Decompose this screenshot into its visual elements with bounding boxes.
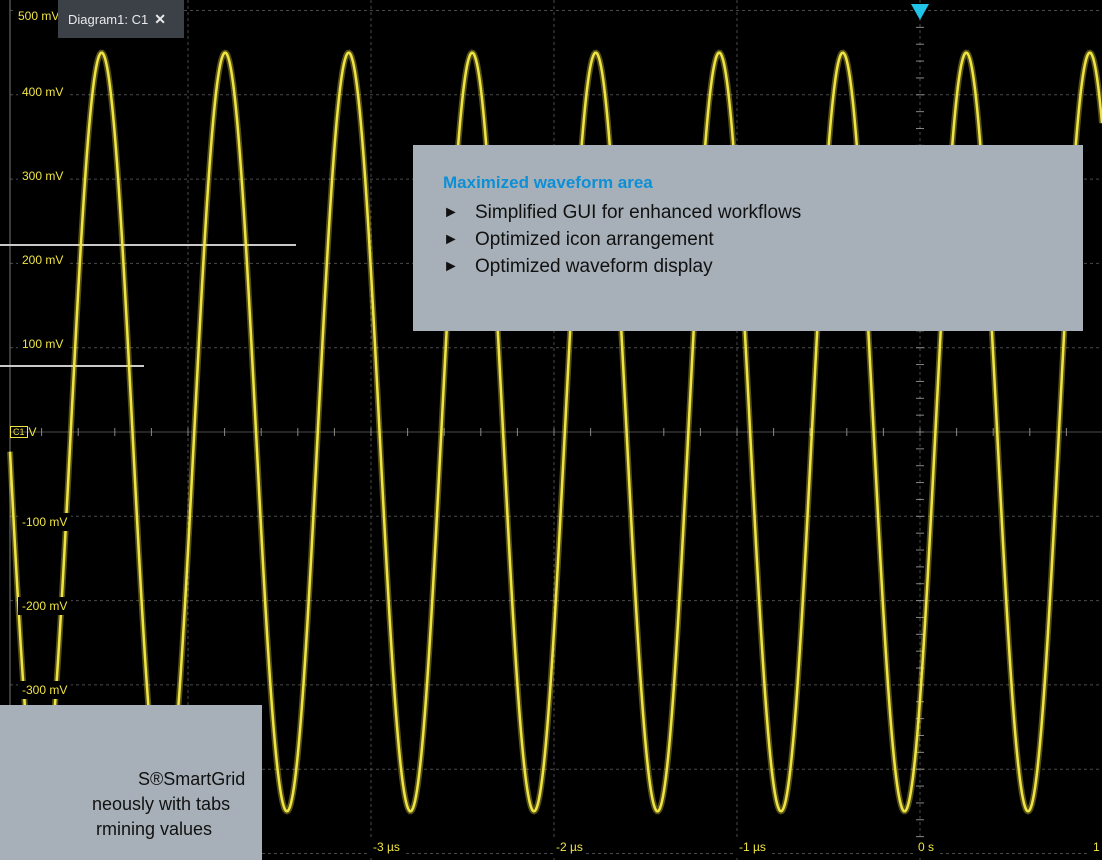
callout-item-text: Optimized icon arrangement (475, 229, 714, 250)
callout-line: S®SmartGrid (138, 769, 246, 789)
callout-item-text: Optimized waveform display (475, 256, 713, 277)
y-tick-label: 400 mV (18, 83, 68, 101)
diagram-tab[interactable]: Diagram1: C1 ✕ (58, 0, 184, 38)
triangle-bullet-icon: ► (443, 258, 459, 275)
x-tick-label: -2 µs (553, 838, 586, 856)
y-tick-label: 200 mV (18, 251, 68, 269)
x-tick-label: 0 s (915, 838, 938, 856)
feature-callout: Maximized waveform area ► Simplified GUI… (413, 145, 1083, 331)
channel-offset-marker[interactable]: C1 V (10, 425, 37, 439)
x-tick-label: 1 (1090, 838, 1102, 856)
triangle-bullet-icon: ► (443, 231, 459, 248)
waveform-trace (8, 51, 1102, 813)
close-icon[interactable]: ✕ (154, 10, 166, 27)
x-tick-label: -3 µs (370, 838, 403, 856)
triangle-bullet-icon: ► (443, 204, 459, 221)
y-tick-label: 300 mV (18, 167, 68, 185)
smartgrid-callout: S®SmartGrid neously with tabs rmining va… (0, 705, 262, 860)
callout-line: rmining values (96, 819, 213, 839)
x-tick-label: -1 µs (736, 838, 769, 856)
y-tick-label: -200 mV (18, 597, 72, 615)
callout-item: ► Optimized icon arrangement (443, 226, 1053, 253)
diagram-tab-label: Diagram1: C1 (68, 11, 149, 27)
y-tick-label: -100 mV (18, 513, 72, 531)
y-tick-label: -300 mV (18, 681, 72, 699)
callout-item: ► Optimized waveform display (443, 253, 1053, 280)
channel-badge: C1 (10, 426, 28, 438)
channel-marker-arrow: V (28, 425, 37, 439)
callout-line: neously with tabs (92, 794, 231, 814)
callout-item: ► Simplified GUI for enhanced workflows (443, 199, 1053, 226)
trigger-position-marker (911, 4, 929, 20)
y-tick-label: 100 mV (18, 335, 68, 353)
callout-title: Maximized waveform area (443, 173, 653, 192)
y-tick-label: 500 mV (14, 7, 64, 25)
callout-item-text: Simplified GUI for enhanced workflows (475, 202, 802, 223)
